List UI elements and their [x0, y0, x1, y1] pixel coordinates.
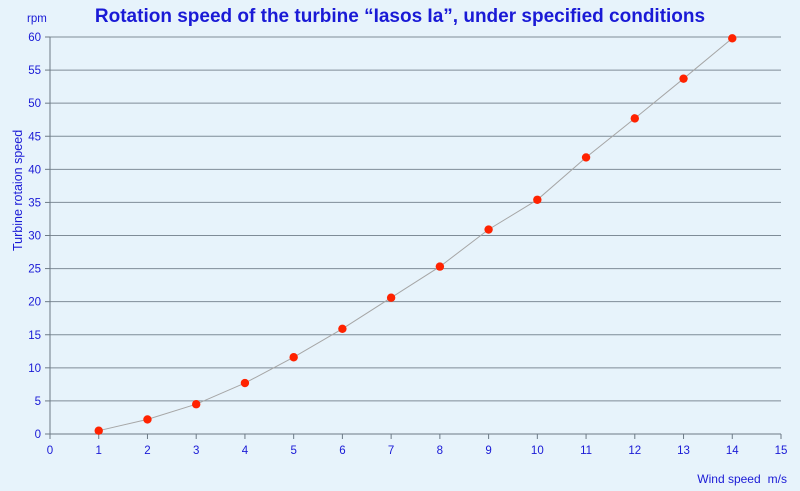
x-tick-label: 0 — [47, 445, 53, 457]
y-tick-label: 20 — [28, 297, 41, 309]
data-point — [289, 353, 298, 362]
x-tick-label: 6 — [339, 445, 345, 457]
data-point — [94, 426, 103, 435]
y-tick-label: 60 — [28, 32, 41, 44]
data-point — [338, 324, 347, 333]
x-axis-unit: m/s — [767, 472, 787, 486]
data-point — [435, 262, 445, 271]
x-tick-label: 10 — [531, 445, 544, 457]
x-tick-label: 8 — [437, 445, 443, 457]
x-tick-label: 15 — [775, 445, 788, 457]
x-axis-title: Wind speed — [697, 472, 761, 486]
y-tick-label: 25 — [28, 264, 41, 276]
y-tick-label: 15 — [28, 330, 41, 342]
data-point — [240, 378, 250, 388]
y-axis-title: Turbine rotaion speed — [11, 129, 25, 251]
data-point — [484, 225, 493, 234]
x-tick-label: 4 — [242, 445, 249, 457]
y-tick-label: 0 — [35, 429, 41, 441]
y-tick-label: 30 — [28, 231, 41, 243]
y-tick-label: 40 — [28, 164, 41, 176]
data-point — [581, 153, 591, 162]
x-tick-label: 2 — [144, 445, 150, 457]
y-tick-label: 55 — [28, 65, 41, 77]
x-tick-label: 9 — [485, 445, 491, 457]
x-tick-label: 13 — [677, 445, 690, 457]
y-tick-label: 35 — [28, 197, 41, 209]
x-tick-label: 12 — [628, 445, 641, 457]
x-axis-title-block: Wind speed m/s — [697, 472, 787, 486]
y-tick-label: 5 — [35, 396, 41, 408]
x-tick-label: 7 — [388, 445, 394, 457]
data-point — [679, 74, 688, 83]
x-tick-label: 5 — [290, 445, 296, 457]
y-tick-label: 45 — [28, 131, 41, 143]
x-tick-label: 14 — [726, 445, 739, 457]
data-point — [143, 415, 152, 424]
y-axis-unit: rpm — [27, 13, 47, 25]
x-tick-label: 3 — [193, 445, 199, 457]
data-point — [728, 34, 737, 43]
data-point — [386, 293, 396, 302]
data-point — [192, 400, 201, 409]
x-tick-label: 11 — [580, 445, 592, 457]
y-tick-label: 50 — [28, 98, 41, 110]
data-point — [630, 114, 639, 123]
series-line — [98, 37, 733, 432]
data-point — [533, 195, 542, 204]
y-tick-label: 10 — [28, 363, 41, 375]
chart-title: Rotation speed of the turbine “Iasos Ia”… — [94, 6, 706, 27]
x-tick-label: 1 — [96, 445, 102, 457]
